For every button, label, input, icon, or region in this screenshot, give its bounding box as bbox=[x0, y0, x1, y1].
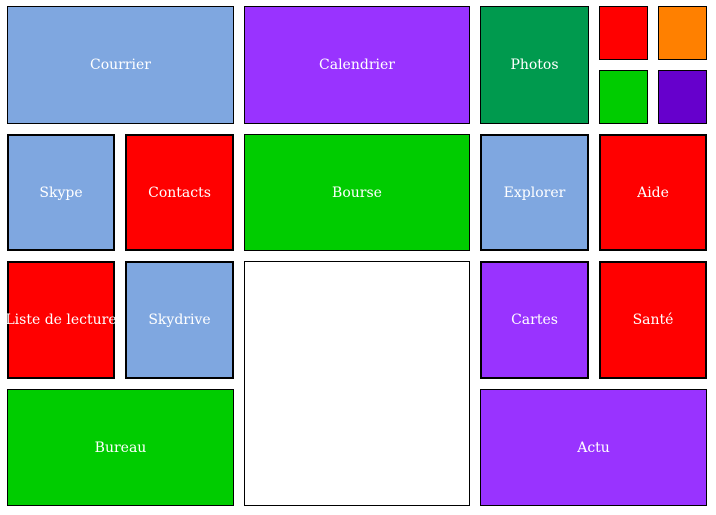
tile-label: Liste de lecture bbox=[5, 312, 117, 328]
tile-contacts[interactable]: Contacts bbox=[125, 134, 234, 251]
tile-label: Cartes bbox=[511, 312, 558, 328]
tile-sante[interactable]: Santé bbox=[599, 261, 707, 379]
tile-small-orange[interactable] bbox=[658, 6, 707, 60]
tile-bureau[interactable]: Bureau bbox=[7, 389, 234, 506]
tile-photos[interactable]: Photos bbox=[480, 6, 589, 124]
tile-label: Courrier bbox=[90, 57, 151, 73]
tile-actu[interactable]: Actu bbox=[480, 389, 707, 506]
tile-label: Calendrier bbox=[319, 57, 395, 73]
tile-small-green[interactable] bbox=[599, 70, 648, 124]
tile-calendrier[interactable]: Calendrier bbox=[244, 6, 470, 124]
tile-label: Skydrive bbox=[148, 312, 211, 328]
tile-small-purple[interactable] bbox=[658, 70, 707, 124]
tile-label: Skype bbox=[39, 184, 83, 201]
tile-small-red[interactable] bbox=[599, 6, 648, 60]
tile-explorer[interactable]: Explorer bbox=[480, 134, 589, 251]
tile-label: Santé bbox=[632, 312, 674, 328]
tile-aide[interactable]: Aide bbox=[599, 134, 707, 251]
tile-label: Explorer bbox=[503, 184, 566, 201]
tile-empty-large bbox=[244, 261, 470, 506]
tile-cartes[interactable]: Cartes bbox=[480, 261, 589, 379]
tile-label: Aide bbox=[637, 184, 669, 201]
tile-label: Bourse bbox=[332, 184, 382, 201]
tile-label: Contacts bbox=[148, 184, 211, 201]
tile-label: Photos bbox=[510, 57, 559, 73]
tile-label: Actu bbox=[577, 439, 610, 456]
tile-skydrive[interactable]: Skydrive bbox=[125, 261, 234, 379]
tile-liste-de-lecture[interactable]: Liste de lecture bbox=[5, 261, 117, 379]
tile-courrier[interactable]: Courrier bbox=[7, 6, 234, 124]
tile-bourse[interactable]: Bourse bbox=[244, 134, 470, 251]
tile-skype[interactable]: Skype bbox=[7, 134, 115, 251]
tile-label: Bureau bbox=[94, 439, 147, 456]
